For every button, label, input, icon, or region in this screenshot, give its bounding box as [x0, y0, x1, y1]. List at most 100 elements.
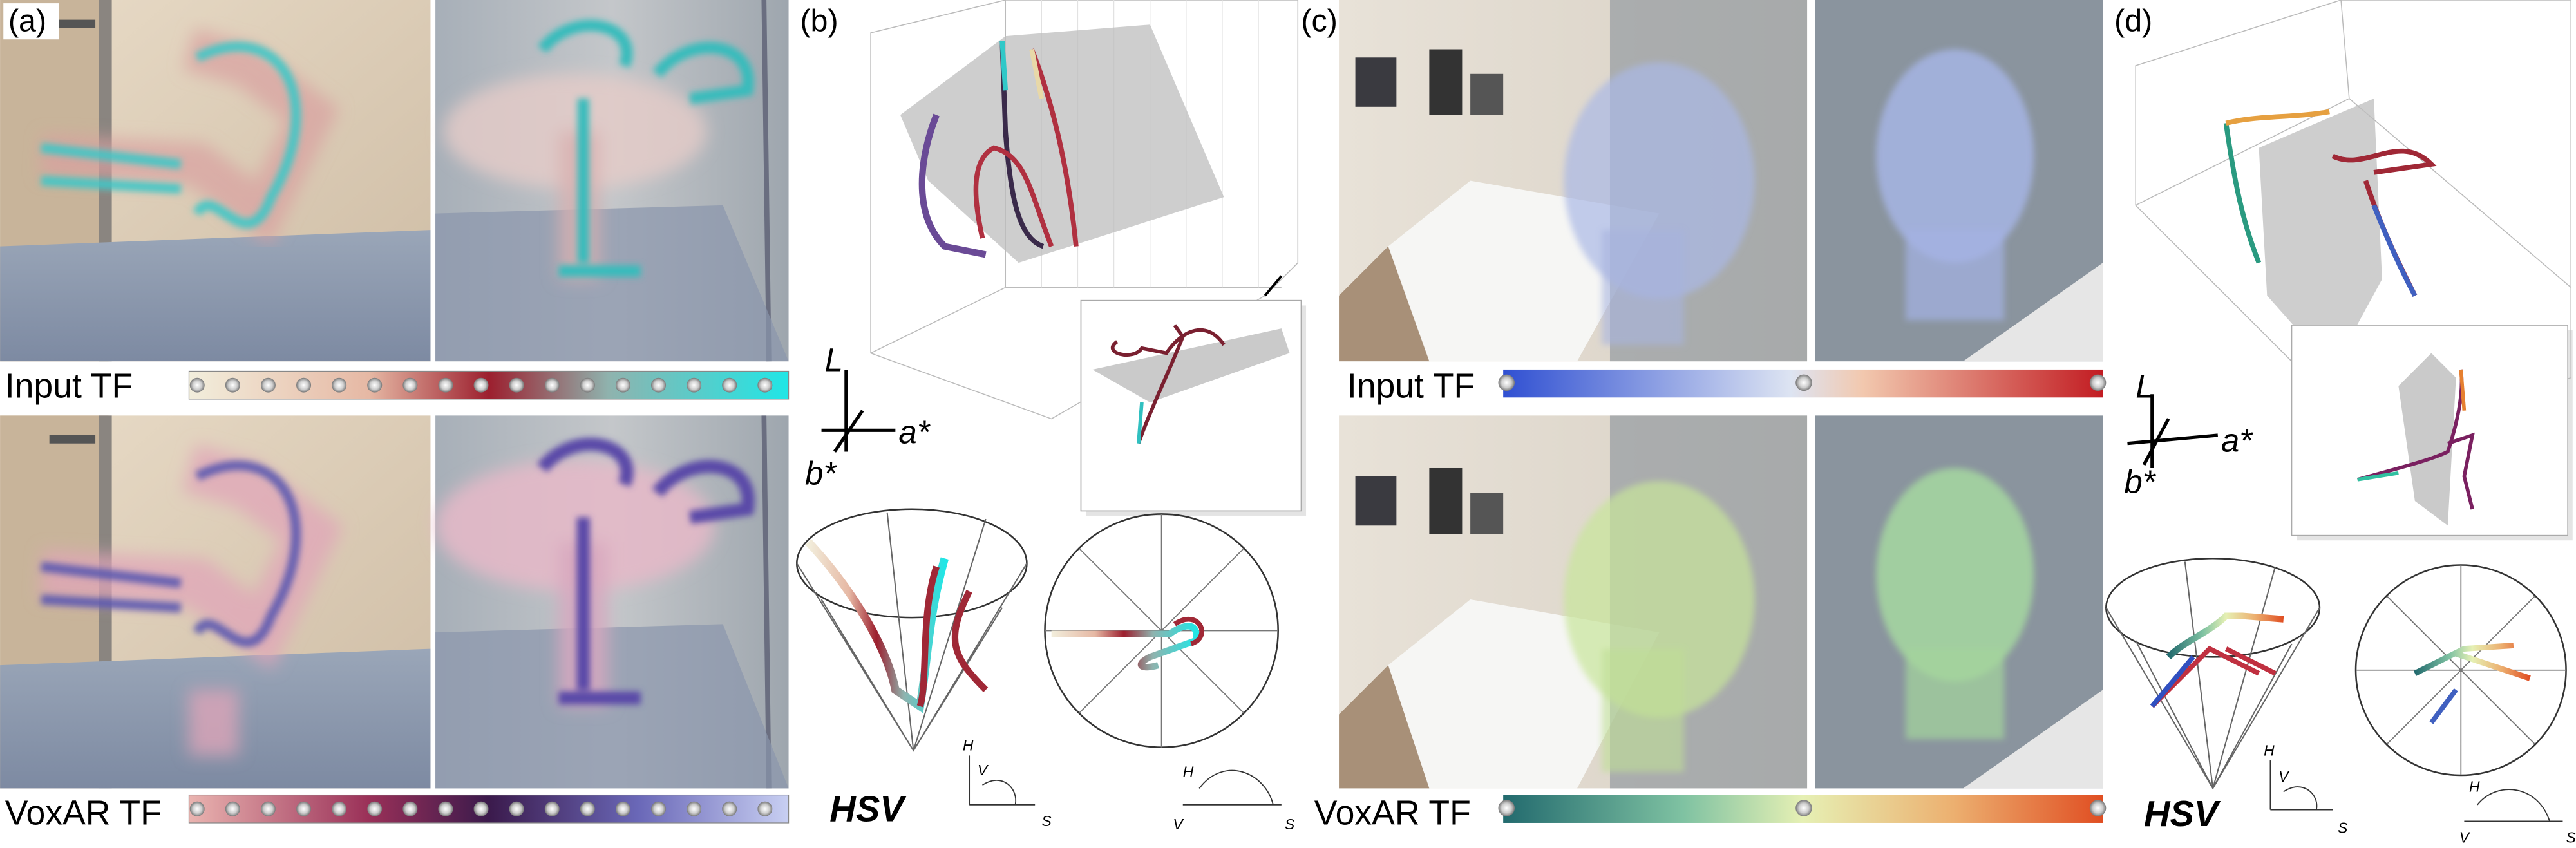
- hsv-label: HSV: [2144, 793, 2221, 834]
- illustration-rect: [1470, 73, 1504, 115]
- illustration-path: [999, 41, 1009, 91]
- illustration-rect: [1355, 57, 1397, 107]
- axis-label: H: [2264, 742, 2275, 758]
- group: [537, 19, 754, 277]
- group: [1564, 481, 1755, 772]
- illustration-line: [761, 415, 772, 789]
- control-point: [580, 801, 595, 816]
- control-point: [615, 377, 630, 393]
- illustration-line: [1264, 275, 1283, 297]
- illustration-path: [1137, 402, 1144, 444]
- illustration-polygon: [1963, 263, 2103, 362]
- control-point: [260, 801, 276, 816]
- illustration-path: [2356, 565, 2566, 775]
- illustration-path: [1173, 617, 1204, 646]
- illustration-circle: [1498, 800, 1515, 816]
- axis-label: H: [963, 737, 974, 754]
- illustration-path: [1051, 623, 1200, 671]
- panel-c: (c) Input TF VoxAR TF: [1301, 0, 2107, 833]
- group: [1876, 49, 2034, 321]
- illustration-rect: [49, 19, 96, 28]
- hsv-label: HSV: [829, 788, 907, 829]
- control-point: [189, 801, 205, 816]
- control-point: [367, 377, 383, 393]
- control-point: [687, 377, 702, 393]
- illustration-circle: [1498, 374, 1515, 391]
- illustration-path: [2105, 561, 2320, 790]
- axis-label: V: [1173, 816, 1184, 833]
- axis-label: a*: [898, 414, 931, 451]
- panel-label: (d): [2114, 3, 2152, 38]
- illustration-path: [2356, 369, 2475, 510]
- control-point: [189, 377, 205, 393]
- illustration-rect: [1906, 648, 2005, 739]
- illustration-path: [999, 41, 1045, 249]
- illustration-circle: [1795, 374, 1812, 391]
- illustration-path: [536, 438, 755, 705]
- axis-label: V: [978, 762, 989, 778]
- illustration-path: [2223, 122, 2262, 264]
- axis-label: b*: [805, 455, 837, 491]
- illustration-rect: [1906, 230, 2005, 321]
- illustration-rect: [1602, 230, 1684, 345]
- axis-label: S: [1285, 816, 1295, 833]
- illustration-polygon: [1092, 328, 1290, 402]
- control-point: [225, 801, 240, 816]
- tf-label: VoxAR TF: [5, 795, 162, 833]
- axis-label: H: [2469, 778, 2480, 795]
- illustration-path: [1110, 324, 1226, 444]
- control-point: [544, 801, 560, 816]
- group: [41, 460, 301, 647]
- panel-b: (b) L a* b* HSV H: [796, 0, 1307, 833]
- illustration-polygon: [2259, 99, 2382, 370]
- group: [1876, 467, 2034, 739]
- control-point: [509, 801, 524, 816]
- control-point: [367, 801, 383, 816]
- control-point: [722, 801, 737, 816]
- axis-label: V: [2278, 768, 2290, 785]
- illustration-path: [796, 512, 1028, 752]
- illustration-line: [870, 287, 1006, 354]
- control-point: [438, 801, 453, 816]
- control-point: [260, 377, 276, 393]
- group: [41, 41, 301, 229]
- illustration-rect: [1470, 493, 1504, 534]
- illustration-path: [2166, 612, 2284, 660]
- illustration-path: [41, 460, 301, 647]
- illustration-path: [2429, 688, 2458, 724]
- control-point: [473, 801, 489, 816]
- control-point: [757, 801, 773, 816]
- control-point: [687, 801, 702, 816]
- control-point: [225, 377, 240, 393]
- axis-label: V: [2459, 829, 2471, 846]
- axis-label: S: [1041, 813, 1052, 829]
- axis-label: a*: [2221, 422, 2253, 458]
- illustration-line: [761, 0, 772, 362]
- illustration-circle: [1795, 800, 1812, 816]
- illustration-rect: [1429, 49, 1463, 115]
- illustration-path: [2413, 643, 2531, 681]
- illustration-path: [2459, 369, 2467, 411]
- illustration-line: [833, 410, 864, 453]
- tf-label: VoxAR TF: [1314, 795, 1471, 833]
- control-point: [332, 377, 347, 393]
- control-point: [722, 377, 737, 393]
- control-point: [296, 377, 312, 393]
- illustration-polygon: [0, 230, 431, 362]
- control-point: [580, 377, 595, 393]
- illustration-ellipse: [435, 460, 715, 592]
- illustration-rect: [3, 3, 59, 40]
- illustration-line: [2142, 418, 2170, 466]
- panel-label: (c): [1301, 3, 1338, 38]
- illustration-path: [537, 19, 754, 277]
- panel-d: (d) L a* b* HSV H V S: [2105, 0, 2576, 846]
- illustration-polygon: [870, 0, 1299, 420]
- illustration-rect: [49, 435, 96, 444]
- control-point: [544, 377, 560, 393]
- illustration-ellipse: [2105, 558, 2321, 658]
- illustration-path: [805, 539, 949, 713]
- axis-label: H: [1183, 764, 1194, 780]
- control-point: [402, 801, 418, 816]
